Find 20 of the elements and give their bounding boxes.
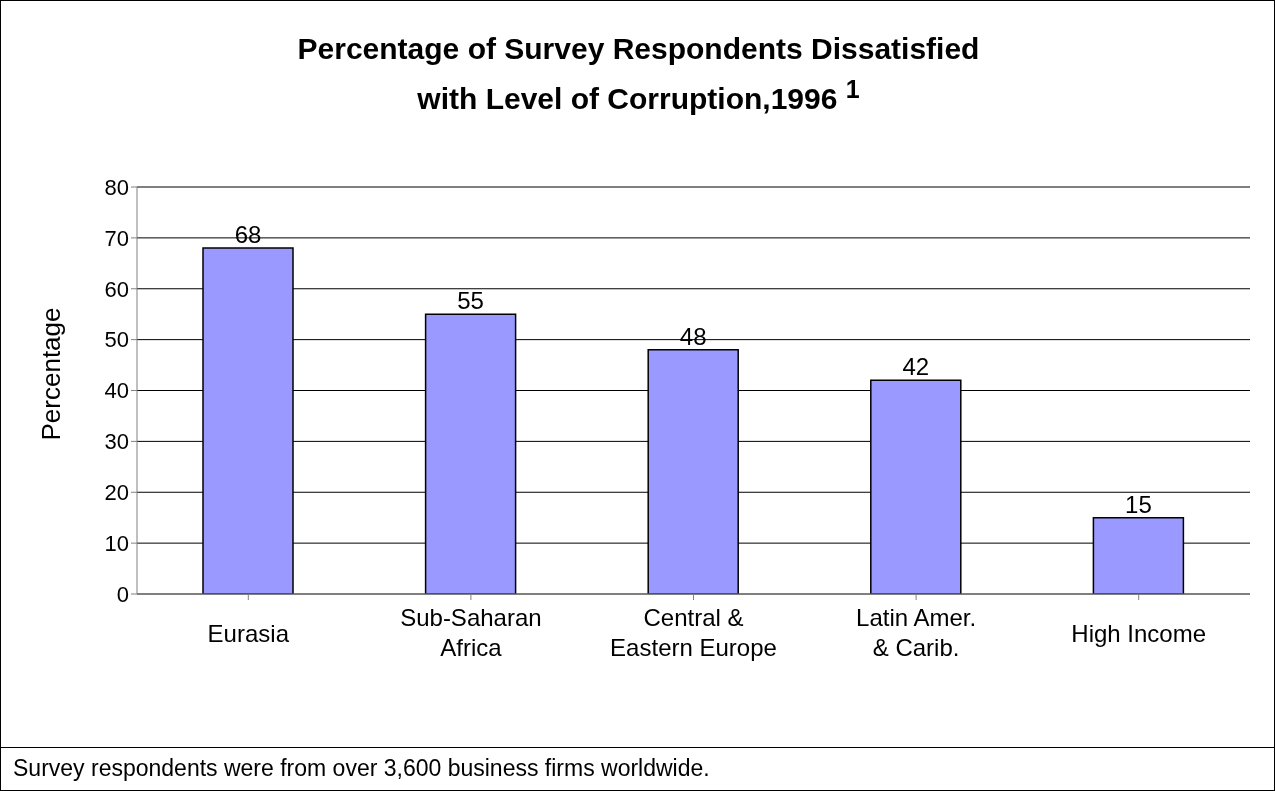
x-tick-label: Sub-Saharan Africa [400,604,542,661]
y-tick-label: 70 [104,225,129,251]
y-tick-label: 60 [104,276,129,302]
y-tick-label: 10 [104,530,129,556]
y-tick-label: 40 [104,378,129,404]
data-label: 15 [1125,490,1152,518]
data-label: 55 [457,287,484,315]
text: Survey respondents were from over 3,600 business firms worldwide. [13,755,710,782]
y-tick-label: 30 [104,429,129,455]
y-tick-label: 50 [104,327,129,353]
y-tick-label: 20 [104,480,129,506]
x-tick-label: High Income [1071,620,1207,647]
x-tick-label: Central & Eastern Europe [610,604,777,661]
data-label: 42 [902,353,930,381]
x-tick-label: Eurasia [207,620,290,647]
x-tick-label: Latin Amer. & Carib. [856,604,977,661]
y-tick-label: 80 [104,174,129,200]
y-tick-label: 0 [116,581,129,607]
chart-title: Percentage of Survey Respondents Dissatisfied with Level of Corruption,1996 $^{1}$ [296,31,981,117]
y-axis-title: Percentage [36,307,67,441]
